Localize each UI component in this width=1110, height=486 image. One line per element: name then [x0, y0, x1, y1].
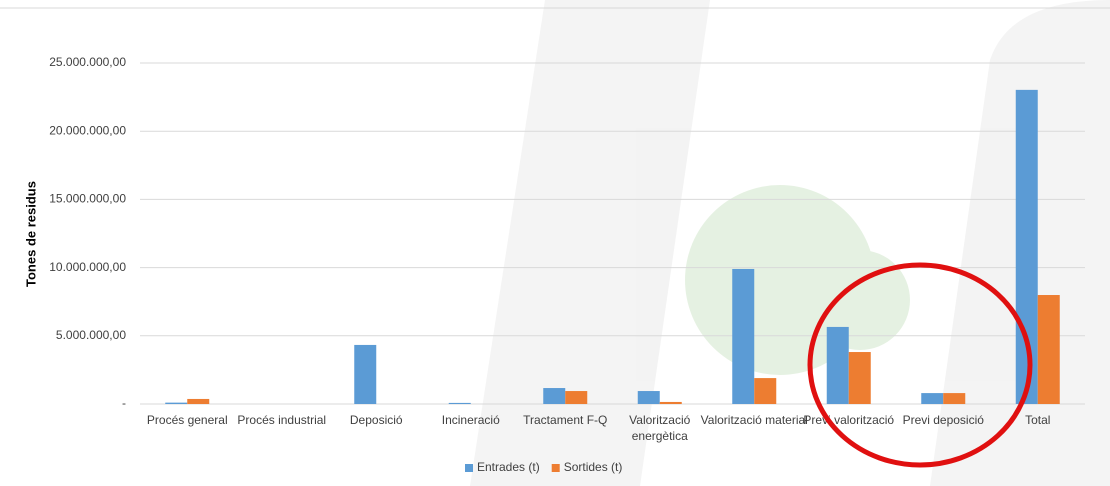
legend: Entrades (t) Sortides (t)	[465, 460, 622, 474]
y-axis-label: Tones de residus	[23, 181, 38, 287]
legend-label: Entrades (t)	[477, 460, 540, 474]
x-tick-label: Tractament F-Q	[523, 413, 607, 427]
x-tick-label: Procés general	[147, 413, 228, 427]
bar	[732, 268, 755, 404]
bar	[659, 401, 682, 404]
y-tick-label: 10.000.000,00	[49, 260, 126, 274]
y-tick-label: 5.000.000,00	[56, 328, 126, 342]
bar	[187, 398, 210, 404]
bar	[1015, 89, 1038, 405]
legend-swatch	[551, 464, 560, 472]
y-tick-label: -	[122, 396, 126, 410]
bar	[921, 393, 944, 404]
y-tick-label: 20.000.000,00	[49, 123, 126, 137]
bar	[565, 391, 588, 404]
x-tick-label: Deposició	[350, 413, 403, 427]
x-tick-label: Valorització material	[701, 413, 808, 427]
bar	[754, 378, 777, 404]
x-tick-label: Total	[1025, 413, 1050, 427]
x-tick-label: Valorització energètica	[629, 413, 690, 443]
bar	[354, 344, 377, 404]
legend-swatch	[465, 464, 473, 472]
bar	[848, 352, 871, 404]
bar	[1037, 295, 1060, 404]
x-tick-label: Incineració	[442, 413, 500, 427]
y-tick-label: 15.000.000,00	[49, 192, 126, 206]
x-tick-label: Procés industrial	[237, 413, 326, 427]
y-tick-label: 25.000.000,00	[49, 55, 126, 69]
bar	[165, 402, 188, 404]
bar	[637, 391, 660, 404]
bar	[826, 326, 849, 404]
bar	[448, 402, 471, 404]
highlight-circle	[807, 262, 1033, 468]
watermark-shape	[470, 0, 710, 486]
x-tick-label: Previ valorització	[803, 413, 894, 427]
bar	[943, 393, 966, 404]
bar	[543, 388, 566, 404]
x-tick-label: Previ deposició	[903, 413, 985, 427]
legend-label: Sortides (t)	[564, 460, 623, 474]
watermark-tree	[810, 250, 910, 350]
